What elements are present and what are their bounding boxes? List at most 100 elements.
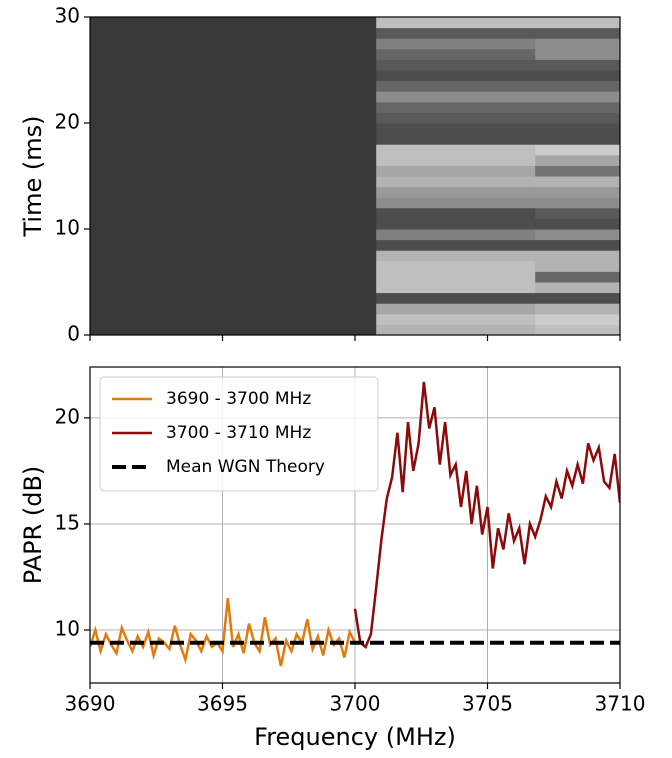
heatmap-cell bbox=[355, 324, 377, 336]
heatmap-cell bbox=[90, 101, 356, 113]
heatmap-cell bbox=[355, 38, 377, 50]
heatmap-cell bbox=[376, 154, 536, 166]
heatmap-cell bbox=[535, 229, 621, 241]
heatmap-cell bbox=[376, 176, 536, 188]
x-tick-label: 3705 bbox=[462, 692, 513, 716]
heatmap-cell bbox=[376, 38, 536, 50]
heatmap-cell bbox=[90, 112, 356, 124]
heatmap-cell bbox=[355, 17, 377, 29]
heatmap-cell bbox=[355, 70, 377, 82]
heatmap-cell bbox=[535, 154, 621, 166]
heatmap-cell bbox=[355, 250, 377, 262]
heatmap-cell bbox=[535, 17, 621, 29]
heatmap-cell bbox=[355, 123, 377, 135]
heatmap-cell bbox=[535, 282, 621, 294]
heatmap-cell bbox=[535, 70, 621, 82]
y-tick-label: 30 bbox=[55, 4, 80, 28]
heatmap-cell bbox=[535, 123, 621, 135]
heatmap-cell bbox=[90, 17, 356, 29]
heatmap-cell bbox=[90, 250, 356, 262]
legend-label: 3700 - 3710 MHz bbox=[166, 423, 311, 443]
heatmap-cell bbox=[355, 165, 377, 177]
heatmap-cell bbox=[90, 165, 356, 177]
heatmap-cell bbox=[376, 197, 536, 209]
heatmap-cell bbox=[90, 260, 356, 272]
heatmap-cell bbox=[90, 197, 356, 209]
series-line bbox=[90, 598, 357, 667]
x-label: Frequency (MHz) bbox=[254, 723, 456, 751]
heatmap-cell bbox=[535, 48, 621, 60]
heatmap-cell bbox=[355, 303, 377, 315]
heatmap-cell bbox=[376, 144, 536, 156]
y-tick-label: 20 bbox=[55, 404, 80, 428]
heatmap-cell bbox=[376, 48, 536, 60]
heatmap-cell bbox=[535, 207, 621, 219]
heatmap-cell bbox=[376, 239, 536, 251]
heatmap-cell bbox=[535, 144, 621, 156]
heatmap-cell bbox=[90, 292, 356, 304]
heatmap-cell bbox=[355, 260, 377, 272]
heatmap-cell bbox=[376, 123, 536, 135]
heatmap-cell bbox=[535, 59, 621, 71]
heatmap-cell bbox=[535, 112, 621, 124]
top-y-label: Time (ms) bbox=[19, 116, 47, 238]
heatmap-cell bbox=[376, 292, 536, 304]
heatmap-cell bbox=[355, 271, 377, 283]
heatmap-cell bbox=[376, 17, 536, 29]
heatmap-cell bbox=[535, 239, 621, 251]
x-tick-label: 3695 bbox=[197, 692, 248, 716]
heatmap-cell bbox=[90, 48, 356, 60]
heatmap-cell bbox=[355, 176, 377, 188]
heatmap-cell bbox=[376, 165, 536, 177]
heatmap-cell bbox=[376, 70, 536, 82]
heatmap-cell bbox=[376, 229, 536, 241]
heatmap-cell bbox=[90, 303, 356, 315]
heatmap-cell bbox=[535, 197, 621, 209]
heatmap-cell bbox=[90, 207, 356, 219]
heatmap-cell bbox=[90, 91, 356, 103]
x-tick-label: 3690 bbox=[65, 692, 116, 716]
heatmap-cell bbox=[355, 144, 377, 156]
heatmap-cell bbox=[376, 133, 536, 145]
heatmap-cell bbox=[90, 59, 356, 71]
heatmap-cell bbox=[355, 207, 377, 219]
legend-label: 3690 - 3700 MHz bbox=[166, 389, 311, 409]
heatmap-cell bbox=[355, 313, 377, 325]
heatmap-cell bbox=[90, 27, 356, 39]
heatmap-cell bbox=[376, 207, 536, 219]
heatmap-cell bbox=[535, 324, 621, 336]
x-tick-label: 3700 bbox=[330, 692, 381, 716]
heatmap-cell bbox=[355, 218, 377, 230]
heatmap-cell bbox=[535, 38, 621, 50]
heatmap-cell bbox=[535, 133, 621, 145]
heatmap-cell bbox=[535, 165, 621, 177]
heatmap-cell bbox=[376, 250, 536, 262]
heatmap-cell bbox=[90, 186, 356, 198]
y-tick-label: 20 bbox=[55, 110, 80, 134]
heatmap-cell bbox=[535, 186, 621, 198]
bottom-y-label: PAPR (dB) bbox=[19, 466, 47, 585]
heatmap-cell bbox=[535, 292, 621, 304]
y-tick-label: 15 bbox=[55, 510, 80, 534]
heatmap-cell bbox=[90, 144, 356, 156]
heatmap-cell bbox=[90, 70, 356, 82]
y-tick-label: 10 bbox=[55, 216, 80, 240]
heatmap-cell bbox=[535, 27, 621, 39]
heatmap-cell bbox=[355, 91, 377, 103]
heatmap-cell bbox=[90, 324, 356, 336]
heatmap-cell bbox=[355, 154, 377, 166]
legend-label: Mean WGN Theory bbox=[166, 457, 325, 477]
heatmap-cell bbox=[376, 313, 536, 325]
heatmap-cell bbox=[90, 313, 356, 325]
x-tick-label: 3710 bbox=[595, 692, 646, 716]
heatmap-cell bbox=[355, 229, 377, 241]
heatmap-cell bbox=[90, 239, 356, 251]
heatmap-cell bbox=[535, 260, 621, 272]
legend-box bbox=[99, 376, 379, 492]
heatmap-cell bbox=[376, 27, 536, 39]
heatmap-cell bbox=[376, 218, 536, 230]
heatmap-cell bbox=[355, 80, 377, 92]
heatmap-cell bbox=[376, 271, 536, 283]
heatmap-cell bbox=[376, 112, 536, 124]
heatmap-cell bbox=[535, 250, 621, 262]
